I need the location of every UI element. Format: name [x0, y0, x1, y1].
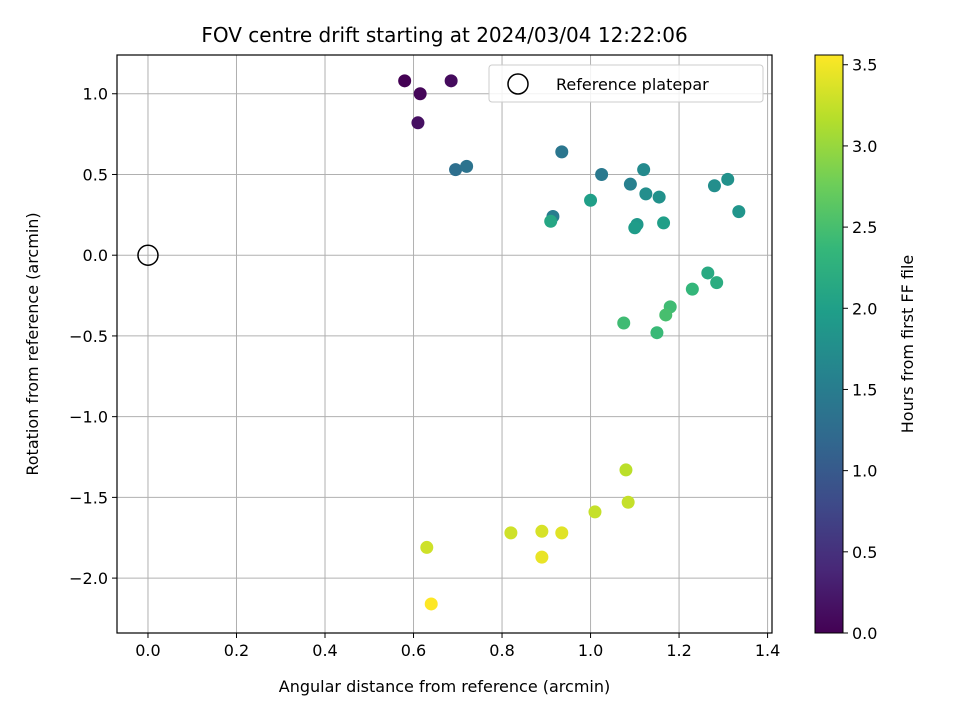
- x-tick-label: 0.8: [489, 641, 514, 660]
- data-point: [460, 159, 474, 173]
- legend: Reference platepar: [488, 64, 764, 103]
- data-point: [588, 505, 602, 519]
- data-point: [420, 540, 434, 554]
- x-tick-label: 0.2: [224, 641, 249, 660]
- data-point: [619, 463, 633, 477]
- data-point: [637, 163, 651, 177]
- data-point: [424, 597, 438, 611]
- data-point: [398, 74, 412, 88]
- y-tick-label: 1.0: [83, 85, 108, 104]
- x-axis-ticks: 0.0 0.2 0.4 0.6 0.8 1.0 1.2 1.4: [135, 633, 780, 660]
- y-tick-label: −1.0: [69, 408, 108, 427]
- y-tick-label: 0.0: [83, 246, 108, 265]
- data-point: [595, 167, 609, 181]
- data-point: [701, 266, 715, 280]
- data-point: [732, 205, 746, 219]
- y-tick-label: −0.5: [69, 327, 108, 346]
- data-point: [584, 193, 598, 207]
- x-tick-label: 1.4: [755, 641, 780, 660]
- colorbar-tick-label: 2.5: [852, 218, 877, 237]
- grid-lines: [117, 55, 772, 633]
- y-tick-label: −2.0: [69, 569, 108, 588]
- data-point: [617, 316, 631, 330]
- y-tick-label: −1.5: [69, 488, 108, 507]
- chart-title: FOV centre drift starting at 2024/03/04 …: [201, 23, 687, 47]
- data-point: [657, 216, 671, 230]
- data-point: [659, 308, 673, 322]
- x-axis-label: Angular distance from reference (arcmin): [279, 677, 610, 696]
- reference-marker: [137, 244, 159, 266]
- data-point: [555, 526, 569, 540]
- data-point: [623, 177, 637, 191]
- colorbar-label: Hours from first FF file: [898, 255, 917, 434]
- data-point: [504, 526, 518, 540]
- x-tick-label: 1.0: [578, 641, 603, 660]
- data-point: [411, 116, 425, 130]
- data-point: [413, 87, 427, 101]
- colorbar-ticks: 0.0 0.5 1.0 1.5 2.0 2.5 3.0 3.5: [843, 56, 877, 643]
- data-point: [707, 179, 721, 193]
- data-point: [685, 282, 699, 296]
- data-point: [621, 495, 635, 509]
- colorbar-tick-label: 0.5: [852, 543, 877, 562]
- x-tick-label: 0.4: [312, 641, 337, 660]
- y-axis-ticks: 1.0 0.5 0.0 −0.5 −1.0 −1.5 −2.0: [69, 85, 117, 588]
- data-point: [710, 276, 724, 290]
- data-point: [544, 214, 558, 228]
- colorbar: [814, 54, 844, 634]
- colorbar-tick-label: 2.0: [852, 299, 877, 318]
- data-point: [639, 187, 653, 201]
- y-tick-label: 0.5: [83, 165, 108, 184]
- data-point: [652, 190, 666, 204]
- legend-box: [488, 64, 764, 103]
- x-tick-label: 0.0: [135, 641, 160, 660]
- colorbar-tick-label: 3.5: [852, 56, 877, 75]
- data-point: [535, 524, 549, 538]
- plot-frame: [116, 54, 773, 634]
- data-point: [628, 221, 642, 235]
- data-point: [650, 326, 664, 340]
- colorbar-tick-label: 1.0: [852, 462, 877, 481]
- legend-reference-label: Reference platepar: [556, 75, 709, 94]
- legend-reference-marker: [507, 73, 529, 95]
- colorbar-tick-label: 1.5: [852, 380, 877, 399]
- colorbar-tick-label: 0.0: [852, 624, 877, 643]
- data-point: [555, 145, 569, 159]
- x-tick-label: 1.2: [666, 641, 691, 660]
- y-axis-label: Rotation from reference (arcmin): [23, 212, 42, 475]
- data-point: [449, 163, 463, 177]
- data-points: [137, 74, 746, 611]
- data-point: [444, 74, 458, 88]
- data-point: [535, 550, 549, 564]
- data-point: [721, 172, 735, 186]
- colorbar-tick-label: 3.0: [852, 137, 877, 156]
- x-tick-label: 0.6: [401, 641, 426, 660]
